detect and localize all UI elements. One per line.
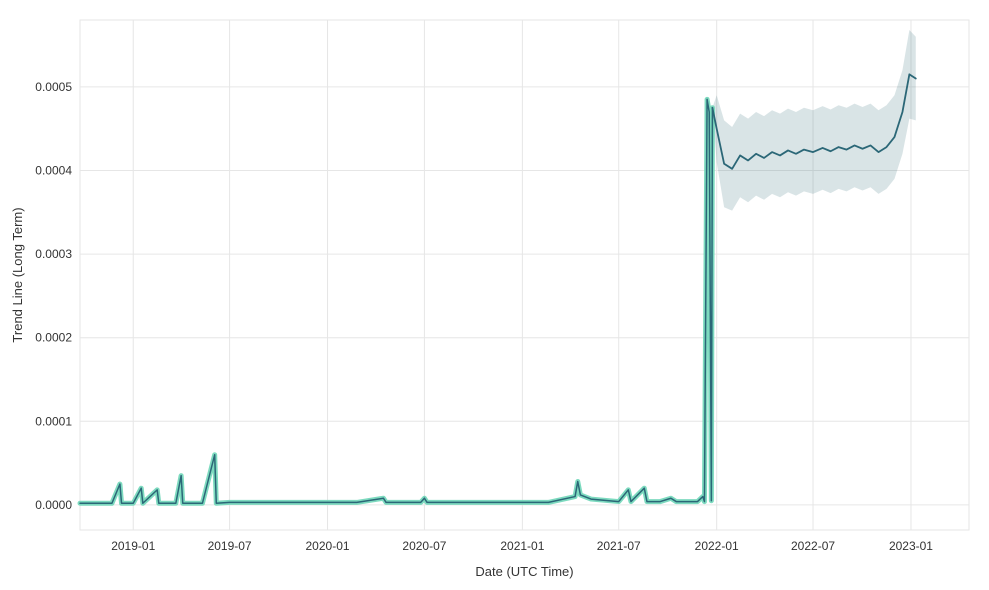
x-tick-label: 2022-07 — [791, 539, 835, 553]
y-tick-label: 0.0005 — [35, 80, 72, 94]
chart-svg: 0.0000 0.0001 0.0002 0.0003 0.0004 0.0005 2019… — [0, 0, 989, 590]
y-axis-label: Trend Line (Long Term) — [10, 207, 25, 342]
x-tick-label: 2019-07 — [208, 539, 252, 553]
y-tick-label: 0.0003 — [35, 247, 72, 261]
y-tick-label: 0.0004 — [35, 163, 72, 177]
trend-chart: 0.0000 0.0001 0.0002 0.0003 0.0004 0.0005 2019… — [0, 0, 989, 590]
y-tick-label: 0.0002 — [35, 331, 72, 345]
x-tick-label: 2022-01 — [695, 539, 739, 553]
x-axis-label: Date (UTC Time) — [475, 564, 573, 579]
x-tick-label: 2020-07 — [402, 539, 446, 553]
x-tick-label: 2019-01 — [111, 539, 155, 553]
x-tick-label: 2021-07 — [597, 539, 641, 553]
y-tick-label: 0.0000 — [35, 498, 72, 512]
x-tick-label: 2023-01 — [889, 539, 933, 553]
x-tick-label: 2021-01 — [500, 539, 544, 553]
x-tick-label: 2020-01 — [306, 539, 350, 553]
y-tick-label: 0.0001 — [35, 414, 72, 428]
